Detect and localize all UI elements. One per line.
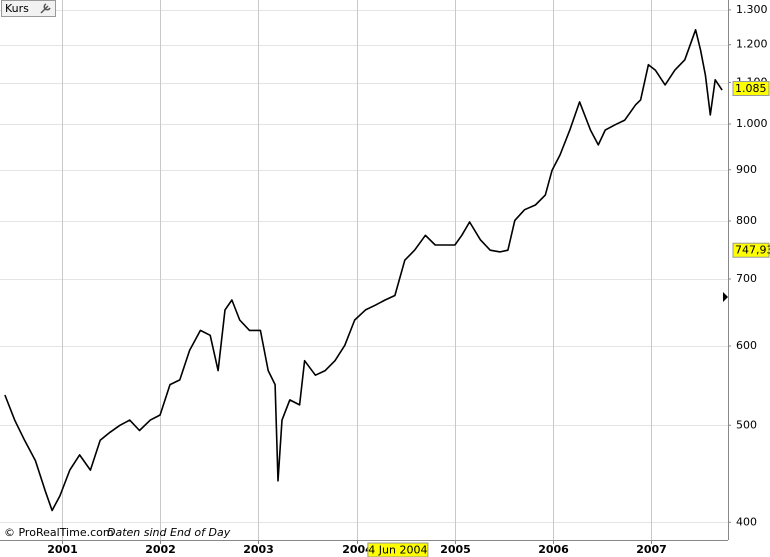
y-tick-label: 700: [736, 272, 757, 285]
price-label: 747,93: [735, 244, 770, 257]
cursor-label-box: [367, 542, 429, 557]
x-tick-label: 2006: [538, 543, 569, 556]
grid: [0, 0, 728, 540]
x-tick-label: 2002: [145, 543, 176, 556]
y-tick-label: 500: [736, 418, 757, 431]
y-tick-label: 800: [736, 214, 757, 227]
footer-note: Daten sind End of Day: [107, 526, 231, 539]
footer: © ProRealTime.com: [4, 526, 114, 539]
y-tick-label: 600: [736, 339, 757, 352]
y-tick-label: 1.000: [736, 117, 768, 130]
price-label-box: [732, 81, 770, 97]
price-label-box: [732, 242, 770, 258]
y-tick-label: 400: [736, 515, 757, 528]
price-line: [4, 29, 723, 512]
wrench-icon: [40, 3, 51, 14]
x-tick-label: 2005: [440, 543, 471, 556]
marker-triangle: [723, 292, 728, 302]
x-tick-label: 2007: [636, 543, 667, 556]
x-tick-label: 2001: [47, 543, 78, 556]
x-tick-label: 2003: [243, 543, 274, 556]
cursor-label: 4 Jun 2004: [368, 544, 427, 557]
price-label: 1.085: [735, 82, 767, 95]
y-tick-label: 1.300: [736, 3, 768, 16]
legend[interactable]: Kurs: [1, 0, 56, 17]
legend-label: Kurs: [5, 2, 29, 15]
y-tick-label: 1.200: [736, 38, 768, 51]
x-tick-label: 2004: [342, 543, 373, 556]
y-tick-label: 900: [736, 163, 757, 176]
